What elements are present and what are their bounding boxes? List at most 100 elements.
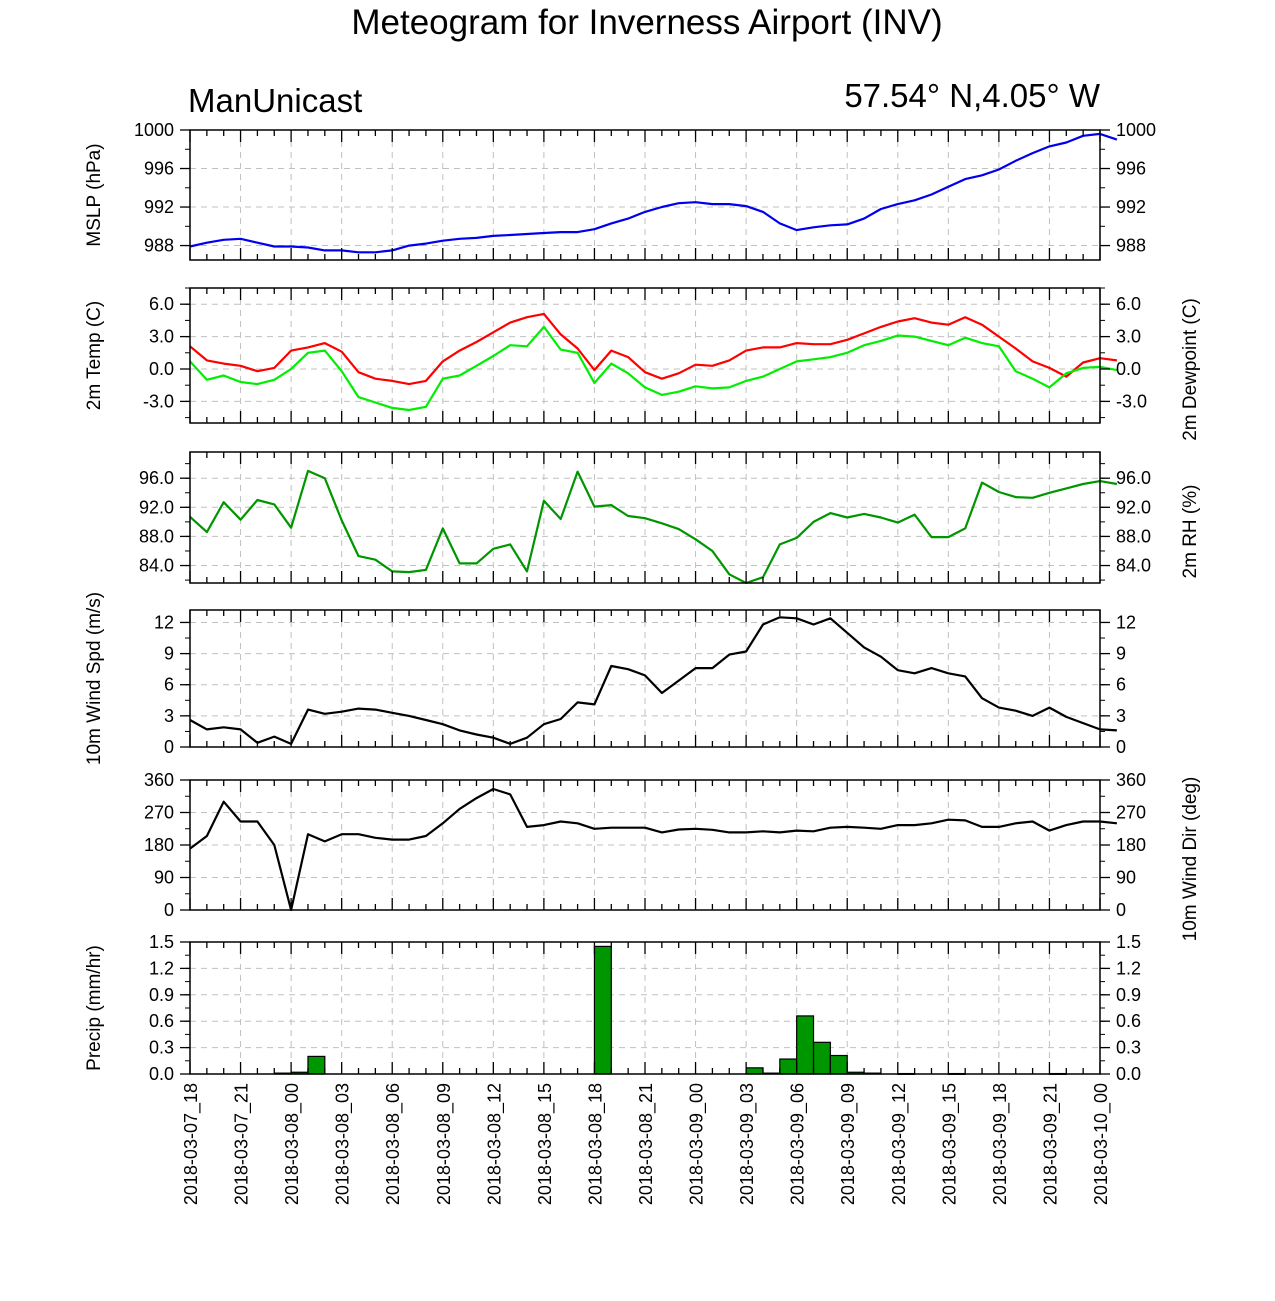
precip-bar bbox=[745, 1067, 764, 1075]
x-tick-label: 2018-03-09_18 bbox=[990, 1083, 1011, 1205]
x-tick-label: 2018-03-09_00 bbox=[687, 1083, 708, 1205]
series-line bbox=[189, 616, 1117, 746]
x-tick-label: 2018-03-08_12 bbox=[484, 1083, 505, 1205]
y-tick-label-left: 90 bbox=[154, 868, 174, 888]
y-tick-label-left: 6 bbox=[164, 675, 174, 695]
series-line bbox=[189, 787, 1118, 912]
y-tick-label-right: 992 bbox=[1116, 197, 1146, 217]
y-tick-label-right: 3 bbox=[1116, 706, 1126, 726]
precip-bar bbox=[307, 1055, 326, 1075]
y-axis-title-right: 10m Wind Dir (deg) bbox=[1180, 777, 1201, 942]
precip-bar bbox=[593, 945, 612, 1075]
series-line bbox=[189, 312, 1118, 386]
y-tick-label-left: 0 bbox=[164, 900, 174, 920]
precip-bar bbox=[796, 1015, 815, 1075]
y-tick-label-right: 988 bbox=[1116, 236, 1146, 256]
x-tick-label: 2018-03-08_00 bbox=[282, 1083, 303, 1205]
y-axis-title-right: 2m Dewpoint (C) bbox=[1180, 298, 1201, 441]
y-tick-label-right: 92.0 bbox=[1116, 497, 1151, 517]
y-tick-label-left: 9 bbox=[164, 644, 174, 664]
series-line bbox=[189, 132, 1118, 254]
x-tick-label: 2018-03-09_21 bbox=[1040, 1083, 1061, 1205]
x-tick-label: 2018-03-09_09 bbox=[838, 1083, 859, 1205]
precip-bar bbox=[829, 1054, 848, 1075]
y-tick-label-left: 0.3 bbox=[149, 1038, 174, 1058]
y-tick-label-left: 3.0 bbox=[149, 327, 174, 347]
model-label: ManUnicast bbox=[188, 82, 362, 119]
y-tick-label-right: 90 bbox=[1116, 868, 1136, 888]
series-line bbox=[189, 325, 1118, 412]
panel-4: 0 0 3 3 6 6 9 9 12 12 10m Wind Spd (m/s) bbox=[84, 592, 1136, 765]
y-axis-title-left: 10m Wind Spd (m/s) bbox=[84, 592, 105, 765]
y-tick-label-right: 6.0 bbox=[1116, 294, 1141, 314]
y-tick-label-right: 0.9 bbox=[1116, 985, 1141, 1005]
y-tick-label-left: 96.0 bbox=[139, 468, 174, 488]
x-tick-label: 2018-03-08_06 bbox=[383, 1083, 404, 1205]
y-tick-label-left: 988 bbox=[144, 236, 174, 256]
panel-2: -3.0 -3.0 0.0 0.0 3.0 3.0 6.0 6.0 2m Temp (C) 2m … bbox=[84, 287, 1201, 441]
y-tick-label-left: 0.6 bbox=[149, 1011, 174, 1031]
y-tick-label-left: 180 bbox=[144, 835, 174, 855]
panel-6: 0.0 0.0 0.3 0.3 0.6 0.6 0.9 0.9 1.2 1.2 1.5 1.5 Prec… bbox=[84, 932, 1141, 1084]
y-tick-label-left: 6.0 bbox=[149, 294, 174, 314]
x-tick-label: 2018-03-07_18 bbox=[181, 1083, 202, 1205]
y-tick-label-left: 1000 bbox=[134, 120, 174, 140]
x-tick-label: 2018-03-09_06 bbox=[788, 1083, 809, 1205]
y-tick-label-right: 6 bbox=[1116, 675, 1126, 695]
y-tick-label-right: 84.0 bbox=[1116, 556, 1151, 576]
y-tick-label-left: 0.0 bbox=[149, 1064, 174, 1084]
y-tick-label-right: 0.6 bbox=[1116, 1011, 1141, 1031]
y-tick-label-right: 3.0 bbox=[1116, 327, 1141, 347]
chart-title: Meteogram for Inverness Airport (INV) bbox=[351, 3, 942, 42]
y-tick-label-left: 0 bbox=[164, 737, 174, 757]
y-axis-title-left: MSLP (hPa) bbox=[84, 143, 105, 246]
y-tick-label-right: 180 bbox=[1116, 835, 1146, 855]
y-tick-label-left: 3 bbox=[164, 706, 174, 726]
y-tick-label-left: 270 bbox=[144, 803, 174, 823]
y-tick-label-right: 1.2 bbox=[1116, 958, 1141, 978]
y-tick-label-right: 1.5 bbox=[1116, 932, 1141, 952]
y-tick-label-right: -3.0 bbox=[1116, 391, 1147, 411]
y-tick-label-right: 0 bbox=[1116, 737, 1126, 757]
y-tick-label-right: 96.0 bbox=[1116, 468, 1151, 488]
y-tick-label-right: 0.3 bbox=[1116, 1038, 1141, 1058]
precip-bar bbox=[779, 1058, 798, 1075]
panel-1: 988 988 992 992 996 996 1000 1000 MSLP (hPa) bbox=[84, 120, 1156, 261]
x-tick-label: 2018-03-08_09 bbox=[434, 1083, 455, 1205]
x-tick-label: 2018-03-09_12 bbox=[889, 1083, 910, 1205]
y-tick-label-right: 0 bbox=[1116, 900, 1126, 920]
y-tick-label-left: 0.0 bbox=[149, 359, 174, 379]
precip-bar bbox=[812, 1041, 831, 1075]
y-axis-title-left: 2m Temp (C) bbox=[84, 301, 105, 410]
x-tick-label: 2018-03-08_15 bbox=[535, 1083, 556, 1205]
y-tick-label-right: 0.0 bbox=[1116, 1064, 1141, 1084]
y-tick-label-right: 9 bbox=[1116, 644, 1126, 664]
y-tick-label-left: 92.0 bbox=[139, 497, 174, 517]
y-tick-label-right: 360 bbox=[1116, 770, 1146, 790]
x-tick-label: 2018-03-08_03 bbox=[333, 1083, 354, 1205]
y-tick-label-left: 1.5 bbox=[149, 932, 174, 952]
y-tick-label-left: 84.0 bbox=[139, 556, 174, 576]
y-tick-label-right: 996 bbox=[1116, 159, 1146, 179]
y-tick-label-left: 12 bbox=[154, 612, 174, 632]
y-tick-label-right: 88.0 bbox=[1116, 526, 1151, 546]
y-tick-label-right: 270 bbox=[1116, 803, 1146, 823]
y-axis-title-left: Precip (mm/hr) bbox=[84, 945, 105, 1071]
panel-5: 0 0 90 90 180 180 270 270 360 360 10m Wind Dir (de… bbox=[144, 770, 1201, 941]
x-axis: 2018-03-07_18 2018-03-07_21 2018-03-08_00 2… bbox=[181, 1083, 1112, 1205]
y-tick-label-left: 0.9 bbox=[149, 985, 174, 1005]
x-tick-label: 2018-03-08_18 bbox=[585, 1083, 606, 1205]
series-line bbox=[189, 469, 1118, 585]
y-tick-label-left: 88.0 bbox=[139, 526, 174, 546]
y-tick-label-left: -3.0 bbox=[143, 391, 174, 411]
y-tick-label-right: 12 bbox=[1116, 612, 1136, 632]
y-tick-label-left: 996 bbox=[144, 159, 174, 179]
y-tick-label-left: 1.2 bbox=[149, 958, 174, 978]
y-tick-label-right: 0.0 bbox=[1116, 359, 1141, 379]
panel-3: 84.0 84.0 88.0 88.0 92.0 92.0 96.0 96.0 2m RH (%… bbox=[139, 451, 1201, 585]
location-label: 57.54° N,4.05° W bbox=[844, 77, 1101, 114]
x-tick-label: 2018-03-08_21 bbox=[636, 1083, 657, 1205]
y-tick-label-right: 1000 bbox=[1116, 120, 1156, 140]
